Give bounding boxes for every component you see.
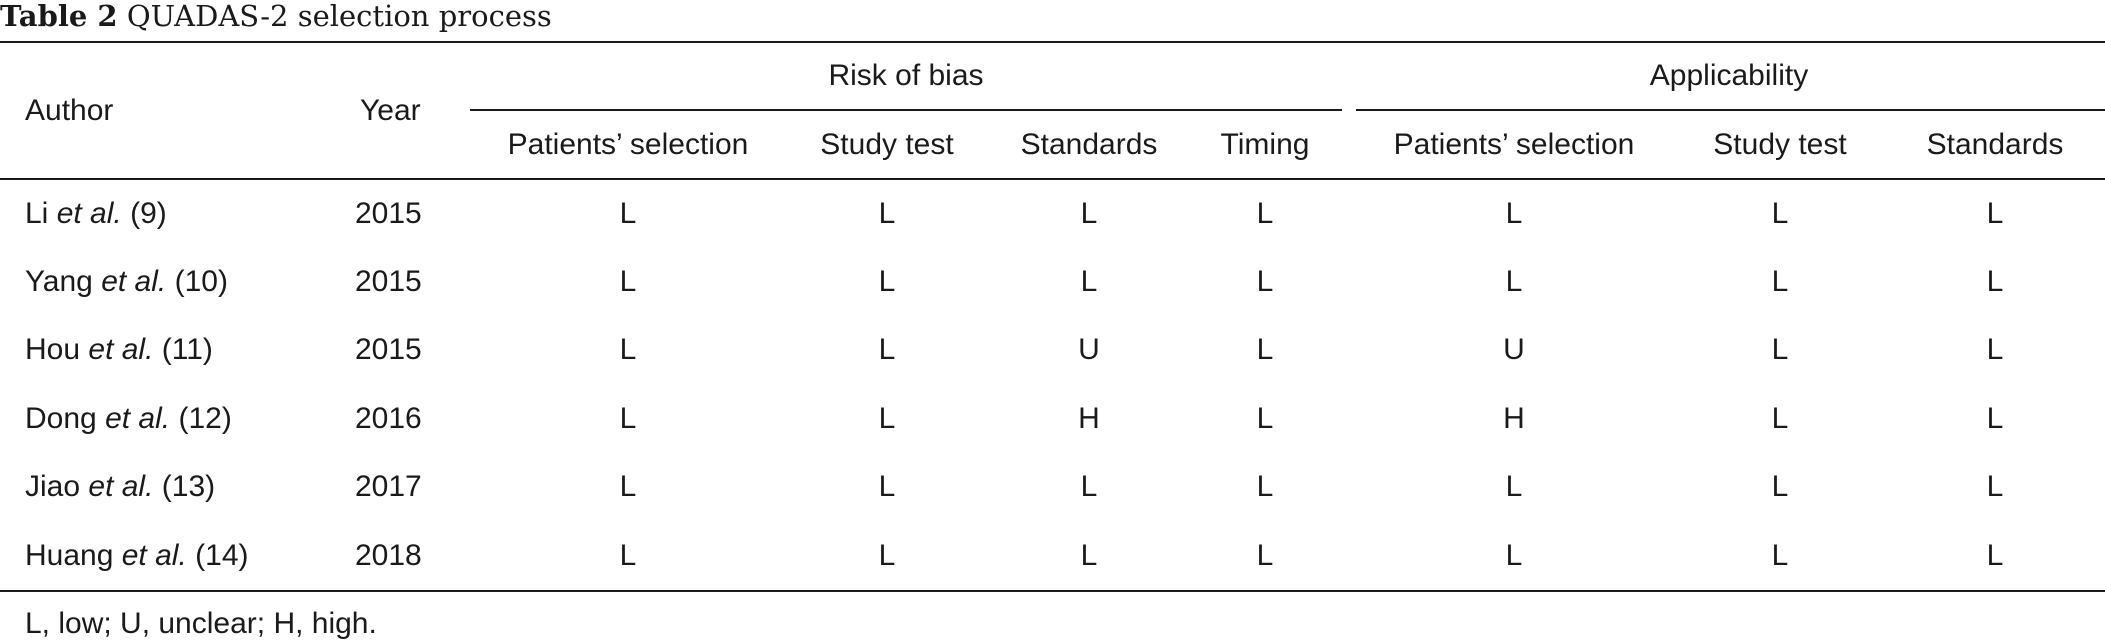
col-header: Study test <box>1713 128 1847 161</box>
author-name: Huang <box>25 539 114 572</box>
rating-cell: L <box>1771 197 1789 230</box>
author-etal: et al. <box>88 470 154 503</box>
year-cell: 2015 <box>355 197 422 230</box>
rating-cell: L <box>878 197 896 230</box>
rating-cell: L <box>1256 402 1274 435</box>
rating-cell: L <box>1771 402 1789 435</box>
rating-cell: L <box>1256 265 1274 298</box>
rating-cell: L <box>619 470 637 503</box>
year-cell: 2018 <box>355 539 422 572</box>
rating-cell: L <box>878 539 896 572</box>
rating-cell: L <box>1505 470 1523 503</box>
rating-cell: L <box>878 265 896 298</box>
author-etal: et al. <box>56 197 122 230</box>
top-rule <box>0 41 2105 43</box>
rating-cell: L <box>878 333 896 366</box>
year-cell: 2017 <box>355 470 422 503</box>
author-ref: (11) <box>161 333 213 366</box>
author-etal: et al. <box>105 402 171 435</box>
author-ref: (13) <box>161 470 216 503</box>
rating-cell: L <box>619 197 637 230</box>
rating-cell: L <box>1080 265 1098 298</box>
header-year: Year <box>360 94 421 127</box>
rating-cell: L <box>1771 539 1789 572</box>
table-title: QUADAS-2 selection process <box>126 0 552 33</box>
col-header: Timing <box>1220 128 1310 161</box>
col-header: Patients’ selection <box>1393 128 1635 161</box>
rating-cell: L <box>1505 197 1523 230</box>
author-etal: et al. <box>101 265 167 298</box>
author-cell: Li et al. (9) <box>25 196 167 232</box>
rating-cell: L <box>1256 539 1274 572</box>
rating-cell: U <box>1503 333 1525 366</box>
rating-cell: L <box>1256 470 1274 503</box>
header-author: Author <box>25 94 114 127</box>
year-cell: 2016 <box>355 402 422 435</box>
year-cell: 2015 <box>355 265 422 298</box>
author-cell: Hou et al. (11) <box>25 332 213 368</box>
author-ref: (9) <box>130 197 167 230</box>
rating-cell: L <box>619 539 637 572</box>
author-ref: (12) <box>178 402 232 435</box>
author-etal: et al. <box>121 539 187 572</box>
group-applicability: Applicability <box>1649 59 1809 92</box>
bottom-rule <box>0 590 2105 592</box>
author-name: Dong <box>25 402 97 435</box>
rating-cell: U <box>1078 333 1100 366</box>
rating-cell: L <box>1986 333 2004 366</box>
author-cell: Dong et al. (12) <box>25 401 232 437</box>
applicability-rule <box>1356 109 2105 111</box>
author-name: Li <box>25 197 49 230</box>
table-footnote: L, low; U, unclear; H, high. <box>25 607 377 640</box>
header-rule <box>0 178 2105 180</box>
rating-cell: H <box>1078 402 1100 435</box>
rating-cell: L <box>1080 197 1098 230</box>
rating-cell: L <box>1771 333 1789 366</box>
rating-cell: H <box>1503 402 1525 435</box>
group-risk-of-bias: Risk of bias <box>828 59 984 92</box>
rating-cell: L <box>619 402 637 435</box>
col-header: Patients’ selection <box>507 128 749 161</box>
table-label: Table 2 <box>0 0 118 33</box>
rating-cell: L <box>1505 265 1523 298</box>
author-ref: (10) <box>174 265 228 298</box>
rating-cell: L <box>878 470 896 503</box>
rating-cell: L <box>1505 539 1523 572</box>
author-name: Yang <box>25 265 93 298</box>
table-caption: Table 2 QUADAS-2 selection process <box>0 0 552 36</box>
rating-cell: L <box>1986 539 2004 572</box>
rating-cell: L <box>1771 265 1789 298</box>
author-name: Jiao <box>25 470 81 503</box>
rating-cell: L <box>619 333 637 366</box>
rating-cell: L <box>1080 470 1098 503</box>
col-header: Standards <box>1926 128 2064 161</box>
rating-cell: L <box>1986 197 2004 230</box>
rating-cell: L <box>1986 470 2004 503</box>
author-cell: Jiao et al. (13) <box>25 469 215 505</box>
author-cell: Huang et al. (14) <box>25 538 249 574</box>
rating-cell: L <box>1080 539 1098 572</box>
rating-cell: L <box>1256 333 1274 366</box>
author-ref: (14) <box>195 539 249 572</box>
rating-cell: L <box>1986 402 2004 435</box>
rating-cell: L <box>1771 470 1789 503</box>
author-etal: et al. <box>88 333 154 366</box>
year-cell: 2015 <box>355 333 422 366</box>
author-cell: Yang et al. (10) <box>25 264 228 300</box>
rating-cell: L <box>619 265 637 298</box>
col-header: Standards <box>1020 128 1158 161</box>
rating-cell: L <box>878 402 896 435</box>
author-name: Hou <box>25 333 81 366</box>
col-header: Study test <box>820 128 954 161</box>
rating-cell: L <box>1986 265 2004 298</box>
risk-of-bias-rule <box>470 109 1342 111</box>
rating-cell: L <box>1256 197 1274 230</box>
